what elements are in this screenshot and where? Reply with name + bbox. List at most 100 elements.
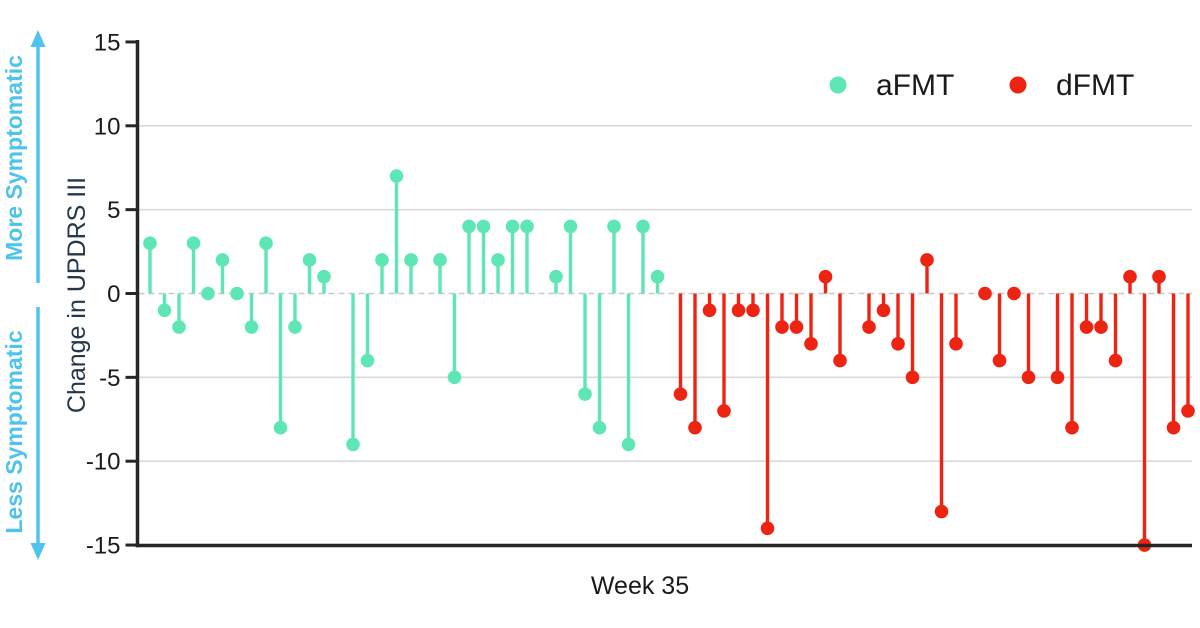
dot [578, 387, 592, 401]
dot [920, 253, 934, 267]
data-point-aFMT [172, 293, 186, 334]
tick-labels-layer: 15 10 5 0 -5 -10 -15 [86, 29, 121, 559]
data-point-aFMT [244, 293, 259, 334]
dot [1123, 269, 1137, 284]
data-point-dFMT [934, 293, 949, 519]
dot [549, 269, 563, 284]
dot [592, 420, 607, 435]
dot [804, 337, 818, 351]
data-point-dFMT [920, 253, 934, 294]
x-axis-title: Week 35 [591, 572, 689, 600]
data-point-dFMT [1181, 293, 1195, 418]
data-point-aFMT [607, 219, 621, 294]
dot [775, 320, 789, 334]
dot [760, 521, 775, 536]
dot [172, 320, 186, 334]
axes-layer [125, 40, 1192, 548]
dot [862, 320, 876, 334]
dot [375, 253, 389, 267]
data-point-dFMT [949, 293, 963, 351]
data-point-dFMT [833, 293, 847, 368]
dot [1152, 269, 1166, 284]
y-tick-label: 0 [107, 281, 120, 308]
data-point-dFMT [862, 293, 876, 334]
data-point-aFMT [215, 253, 230, 294]
data-point-dFMT [1007, 286, 1021, 301]
data-point-aFMT [288, 293, 302, 334]
dot [273, 420, 288, 435]
data-point-dFMT [876, 293, 891, 318]
data-point-aFMT [230, 286, 244, 301]
data-point-dFMT [1065, 293, 1079, 435]
dot [1007, 286, 1021, 301]
y-tick-label: -10 [86, 449, 121, 476]
dot [215, 253, 230, 267]
legend-afmt-dot-icon [829, 76, 847, 94]
dot [505, 219, 520, 234]
data-point-aFMT [302, 253, 317, 294]
dot [702, 303, 717, 318]
data-point-dFMT [702, 293, 717, 318]
dot [688, 420, 702, 435]
dot [520, 219, 534, 234]
data-point-dFMT [1123, 269, 1137, 294]
data-point-dFMT [688, 293, 702, 435]
data-point-aFMT [186, 236, 201, 294]
y-axis-title: Change in UPDRS III [63, 177, 91, 413]
data-point-aFMT [389, 169, 404, 294]
dot [433, 253, 447, 267]
data-point-aFMT [505, 219, 520, 294]
data-point-dFMT [905, 293, 920, 385]
dot [789, 320, 804, 334]
dot [621, 437, 636, 452]
data-point-dFMT [891, 293, 905, 351]
data-point-aFMT [592, 293, 607, 435]
dot [476, 219, 491, 234]
data-point-aFMT [621, 293, 636, 452]
dot [731, 303, 746, 318]
dot [905, 370, 920, 385]
dot [673, 387, 688, 401]
dot [302, 253, 317, 267]
y-tick-label: -15 [86, 533, 121, 560]
legend-afmt-label: aFMT [876, 69, 954, 102]
data-point-aFMT [578, 293, 592, 401]
dot [230, 286, 244, 301]
less-symptomatic-arrow-down-icon [30, 307, 46, 560]
data-point-dFMT [992, 293, 1007, 368]
data-point-aFMT [636, 219, 650, 294]
data-point-aFMT [650, 269, 665, 294]
data-point-dFMT [789, 293, 804, 334]
dot [1021, 370, 1036, 385]
dot [157, 303, 172, 318]
data-point-aFMT [404, 253, 418, 294]
dot [891, 337, 905, 351]
data-point-aFMT [375, 253, 389, 294]
dot [563, 219, 578, 234]
dot [636, 219, 650, 234]
data-point-aFMT [491, 253, 505, 294]
dot [1094, 320, 1108, 334]
y-tick-label: 15 [94, 29, 121, 56]
data-point-aFMT [346, 293, 360, 452]
y-tick-label: 10 [94, 113, 121, 140]
data-point-dFMT [760, 293, 775, 536]
data-point-aFMT [143, 236, 157, 294]
dot [1050, 370, 1065, 385]
dot [462, 219, 476, 234]
dot [244, 320, 259, 334]
legend: aFMT dFMT [829, 69, 1134, 102]
stems-layer [143, 169, 1195, 552]
dot [717, 404, 731, 418]
y-tick-label: 5 [107, 197, 120, 224]
data-point-aFMT [157, 293, 172, 318]
data-point-dFMT [673, 293, 688, 401]
dot [346, 437, 360, 452]
dot [259, 236, 273, 250]
dot [389, 169, 404, 183]
legend-dfmt-label: dFMT [1056, 69, 1134, 102]
data-point-aFMT [360, 293, 375, 368]
data-point-dFMT [1108, 293, 1123, 368]
